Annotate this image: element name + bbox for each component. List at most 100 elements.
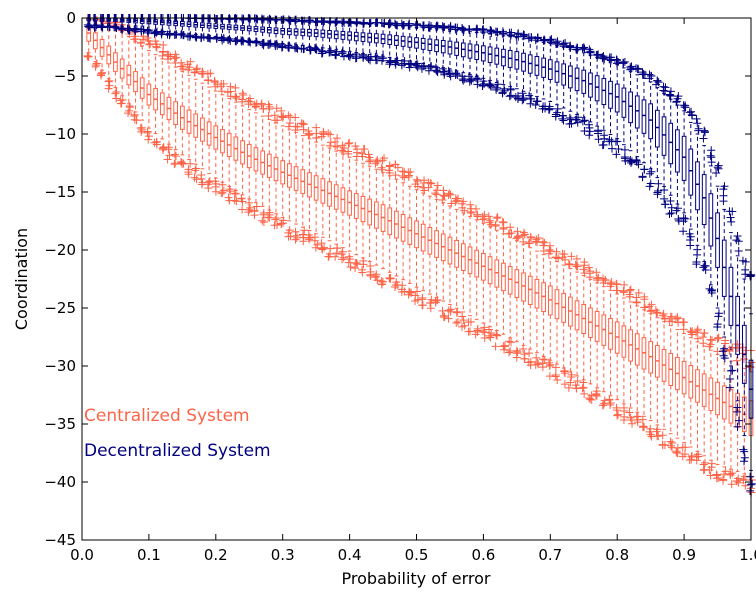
outlier-marker <box>654 179 663 188</box>
box-0 <box>671 313 683 458</box>
outlier-marker <box>601 276 610 285</box>
outlier-marker <box>391 171 400 180</box>
box-1 <box>317 16 329 58</box>
box-1 <box>665 87 676 218</box>
outlier-marker <box>660 185 669 194</box>
outlier-marker <box>520 230 529 239</box>
outlier-marker <box>137 39 146 48</box>
outlier-marker <box>305 130 314 139</box>
outlier-marker <box>272 104 281 113</box>
outlier-marker <box>471 204 480 213</box>
outlier-marker <box>647 432 656 441</box>
outlier-marker <box>485 80 494 89</box>
outlier-marker <box>585 131 594 140</box>
box-iqr <box>628 91 633 124</box>
outlier-marker <box>318 17 327 26</box>
box-1 <box>659 82 670 209</box>
box-1 <box>531 33 542 110</box>
outlier-marker <box>111 22 120 31</box>
outlier-marker <box>446 190 455 199</box>
box-0 <box>190 64 202 184</box>
box-1 <box>738 256 750 466</box>
outlier-marker <box>238 89 247 98</box>
outlier-marker <box>291 126 300 135</box>
outlier-marker <box>572 115 581 124</box>
outlier-marker <box>525 349 534 358</box>
outlier-marker <box>359 145 368 154</box>
outlier-marker <box>432 66 441 75</box>
outlier-marker <box>487 328 496 337</box>
outlier-marker <box>725 383 734 392</box>
outlier-marker <box>473 327 482 336</box>
box-iqr <box>514 269 520 299</box>
x-tick-label: 0.0 <box>70 546 94 564</box>
outlier-marker <box>433 296 442 305</box>
outlier-marker <box>125 102 134 111</box>
outlier-marker <box>331 50 340 59</box>
box-1 <box>699 126 710 274</box>
outlier-marker <box>426 62 435 71</box>
box-iqr <box>608 80 613 109</box>
outlier-marker <box>592 391 601 400</box>
box-0 <box>638 292 649 432</box>
outlier-marker <box>219 186 228 195</box>
outlier-marker <box>178 158 187 167</box>
outlier-marker <box>453 307 462 316</box>
outlier-marker <box>685 229 694 238</box>
outlier-marker <box>190 173 199 182</box>
outlier-marker <box>406 167 415 176</box>
outlier-marker <box>464 327 473 336</box>
outlier-marker <box>391 58 400 67</box>
outlier-marker <box>666 437 675 446</box>
outlier-marker <box>251 38 260 47</box>
outlier-marker <box>638 415 647 424</box>
box-iqr <box>695 161 700 211</box>
outlier-marker <box>146 39 155 48</box>
outlier-marker <box>413 59 422 68</box>
outlier-marker <box>734 478 743 487</box>
outlier-marker <box>492 214 501 223</box>
outlier-marker <box>439 67 448 76</box>
outlier-marker <box>594 126 603 135</box>
outlier-marker <box>333 134 342 143</box>
y-tick-label: −40 <box>44 473 76 491</box>
outlier-marker <box>587 391 596 400</box>
box-1 <box>431 21 442 77</box>
box-1 <box>692 114 703 269</box>
outlier-marker <box>707 336 716 345</box>
y-tick-label: −45 <box>44 531 76 549</box>
outlier-marker <box>654 432 663 441</box>
box-0 <box>538 237 549 372</box>
outlier-marker <box>404 290 413 299</box>
outlier-marker <box>658 311 667 320</box>
outlier-marker <box>224 193 233 202</box>
box-1 <box>578 43 589 136</box>
outlier-marker <box>212 35 221 44</box>
outlier-marker <box>524 239 533 248</box>
outlier-marker <box>626 285 635 294</box>
outlier-marker <box>491 83 500 92</box>
box-1 <box>652 76 663 199</box>
outlier-marker <box>672 98 681 107</box>
outlier-marker <box>544 105 553 114</box>
box-1 <box>524 32 536 108</box>
outlier-marker <box>538 359 547 368</box>
outlier-marker <box>297 44 306 53</box>
box-0 <box>605 278 616 409</box>
outlier-marker <box>639 69 648 78</box>
box-iqr <box>701 174 707 225</box>
outlier-marker <box>257 99 266 108</box>
box-1 <box>505 28 516 101</box>
outlier-marker <box>411 21 420 30</box>
outlier-marker <box>512 32 521 41</box>
outlier-marker <box>486 26 495 35</box>
box-1 <box>458 24 469 85</box>
outlier-marker <box>400 173 409 182</box>
outlier-marker <box>545 104 554 113</box>
box-iqr <box>661 116 667 156</box>
outlier-marker <box>365 19 374 28</box>
box-iqr <box>648 103 653 140</box>
box-0 <box>244 94 255 217</box>
outlier-marker <box>652 308 661 317</box>
outlier-marker <box>198 178 207 187</box>
